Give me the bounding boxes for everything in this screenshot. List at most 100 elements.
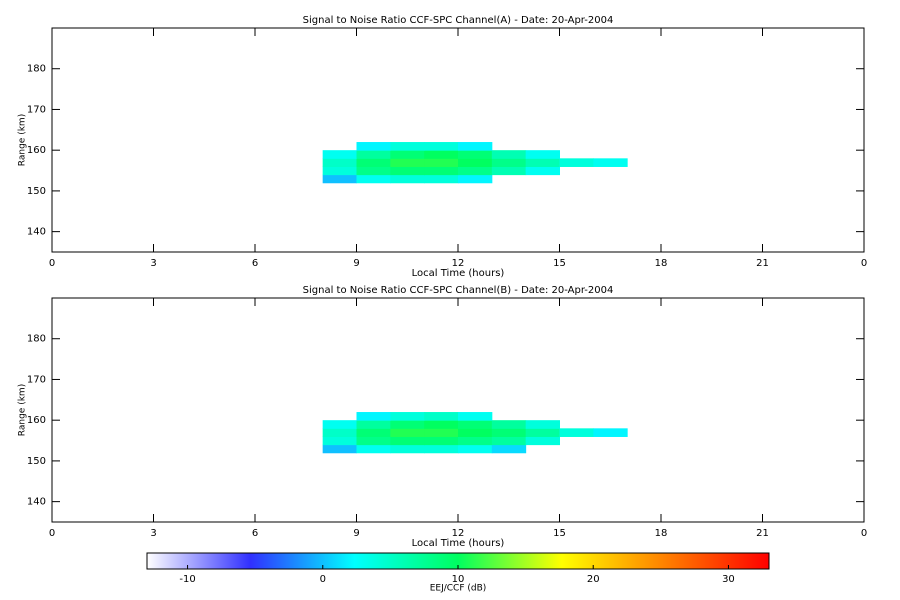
colorbar-tick-label: 10 [452, 574, 465, 585]
heatmap-cell [458, 444, 493, 454]
heatmap-cell [390, 158, 425, 167]
heatmap-cell [458, 174, 493, 184]
heatmap-cell [424, 436, 459, 446]
heatmap-cell [593, 428, 628, 437]
heatmap-cell [424, 420, 459, 429]
heatmap-cell [322, 166, 357, 176]
heatmap-cell [424, 166, 459, 176]
heatmap-cell [525, 150, 560, 159]
heatmap-cell [458, 412, 493, 421]
y-axis-label: Range (km) [18, 384, 28, 436]
heatmap-cell [525, 420, 560, 429]
heatmap-cell [356, 412, 391, 421]
heatmap-cell [491, 166, 527, 176]
x-tick-label: 12 [452, 528, 465, 539]
heatmap-cell [491, 150, 527, 159]
x-tick-label: 21 [756, 258, 769, 269]
heatmap-cell [356, 420, 391, 429]
heatmap-cell [322, 158, 357, 167]
heatmap-cell [491, 436, 527, 446]
heatmap-cell [390, 412, 425, 421]
x-tick-label: 3 [150, 528, 156, 539]
heatmap-cell [390, 444, 425, 454]
heatmap-cell [322, 174, 357, 184]
y-tick-label: 160 [27, 145, 46, 156]
x-axis-label: Local Time (hours) [412, 538, 505, 549]
heatmap-cell [390, 174, 425, 184]
heatmap-cell [356, 150, 391, 159]
y-axis-label: Range (km) [18, 114, 28, 166]
heatmap-cell [356, 436, 391, 446]
heatmap-cell [424, 444, 459, 454]
colorbar-label: EEJ/CCF (dB) [430, 584, 487, 594]
chart-title: Signal to Noise Ratio CCF-SPC Channel(A)… [303, 15, 614, 26]
heatmap-cell [458, 158, 493, 167]
plot-frame [51, 27, 865, 253]
colorbar-tick-label: -10 [179, 574, 195, 585]
chart-title: Signal to Noise Ratio CCF-SPC Channel(B)… [303, 285, 614, 296]
heatmap-cell [356, 428, 391, 437]
x-tick-label: 9 [353, 528, 359, 539]
heatmap-cell [424, 174, 459, 184]
heatmap-cell [458, 166, 493, 176]
heatmap-cell [322, 420, 357, 429]
heatmap-cell [593, 158, 628, 167]
heatmap-cell [458, 150, 493, 159]
heatmap-cell [390, 436, 425, 446]
heatmap-cell [356, 142, 391, 151]
heatmap-cell [390, 142, 425, 151]
x-tick-label: 15 [553, 528, 566, 539]
colorbar-tick-label: 20 [587, 574, 600, 585]
heatmap-cell [491, 158, 527, 167]
x-tick-label: 21 [756, 528, 769, 539]
heatmap-cell [424, 158, 459, 167]
x-tick-label: 6 [252, 258, 258, 269]
heatmap-cell [424, 412, 459, 421]
x-axis-label: Local Time (hours) [412, 268, 505, 279]
x-tick-label: 18 [655, 258, 668, 269]
heatmap-cell [424, 428, 459, 437]
x-tick-label: 0 [861, 528, 867, 539]
heatmap-cell [322, 150, 357, 159]
heatmap-cell [458, 428, 493, 437]
heatmap-cell [322, 436, 357, 446]
heatmap-cell [356, 166, 391, 176]
x-tick-label: 0 [49, 528, 55, 539]
heatmap-cell [424, 142, 459, 151]
x-tick-label: 12 [452, 258, 465, 269]
x-tick-label: 0 [49, 258, 55, 269]
heatmap-cell [424, 150, 459, 159]
x-tick-label: 3 [150, 258, 156, 269]
heatmap-cell [322, 428, 357, 437]
heatmap-cell [390, 420, 425, 429]
heatmap-cell [458, 142, 493, 151]
heatmap-cell [356, 444, 391, 454]
heatmap-cell [525, 166, 560, 176]
heatmap-cell [322, 444, 357, 454]
heatmap-cell [559, 158, 594, 167]
y-tick-label: 170 [27, 104, 46, 115]
heatmap-cell [491, 420, 527, 429]
x-tick-label: 0 [861, 258, 867, 269]
x-tick-label: 15 [553, 258, 566, 269]
x-tick-label: 18 [655, 528, 668, 539]
y-tick-label: 140 [27, 497, 46, 508]
heatmap-cell [491, 444, 527, 454]
heatmap-cell [390, 166, 425, 176]
y-tick-label: 150 [27, 456, 46, 467]
x-tick-label: 6 [252, 528, 258, 539]
colorbar-tick-label: 0 [320, 574, 326, 585]
heatmap-cell [356, 158, 391, 167]
heatmap-cell [390, 428, 425, 437]
colorbar-tick-label: 30 [722, 574, 735, 585]
x-tick-label: 9 [353, 258, 359, 269]
y-tick-label: 180 [27, 64, 46, 75]
heatmap-cell [525, 158, 560, 167]
y-tick-label: 160 [27, 415, 46, 426]
y-tick-label: 180 [27, 334, 46, 345]
heatmap-cell [458, 420, 493, 429]
y-tick-label: 170 [27, 374, 46, 385]
heatmap-cell [356, 174, 391, 184]
heatmap-cell [390, 150, 425, 159]
